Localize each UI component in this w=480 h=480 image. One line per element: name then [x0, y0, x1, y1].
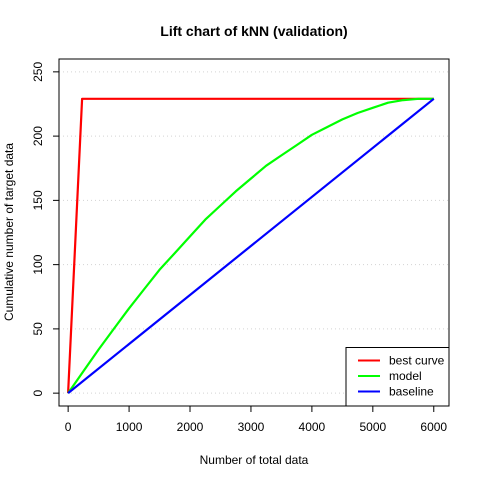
x-tick-label: 1000	[116, 420, 143, 434]
series-model-line	[67, 97, 434, 394]
y-axis-label: Cumulative number of target data	[2, 143, 16, 321]
y-tick-label: 50	[31, 322, 45, 336]
x-axis: 0 1000 2000 3000 4000 5000 6000	[65, 406, 447, 434]
y-axis: 0 50 100 150 200 250	[31, 62, 59, 396]
x-tick-label: 4000	[299, 420, 326, 434]
y-tick-label: 0	[31, 389, 45, 396]
chart-title: Lift chart of kNN (validation)	[160, 23, 347, 39]
legend-label: baseline	[389, 385, 434, 399]
series-baseline-line	[67, 97, 435, 394]
x-axis-label: Number of total data	[200, 453, 309, 467]
x-tick-label: 0	[65, 420, 72, 434]
series-best-curve-line	[67, 97, 434, 394]
gridlines	[59, 71, 449, 394]
x-tick-label: 2000	[177, 420, 204, 434]
y-tick-label: 250	[31, 62, 45, 82]
legend-label: model	[389, 369, 422, 383]
x-tick-label: 3000	[238, 420, 265, 434]
x-tick-label: 6000	[420, 420, 447, 434]
plot-frame	[58, 58, 450, 407]
series-lines	[67, 97, 435, 394]
y-tick-label: 100	[31, 254, 45, 274]
y-tick-label: 200	[31, 126, 45, 146]
y-tick-label: 150	[31, 190, 45, 210]
legend-label: best curve	[389, 354, 445, 368]
x-tick-label: 5000	[359, 420, 386, 434]
